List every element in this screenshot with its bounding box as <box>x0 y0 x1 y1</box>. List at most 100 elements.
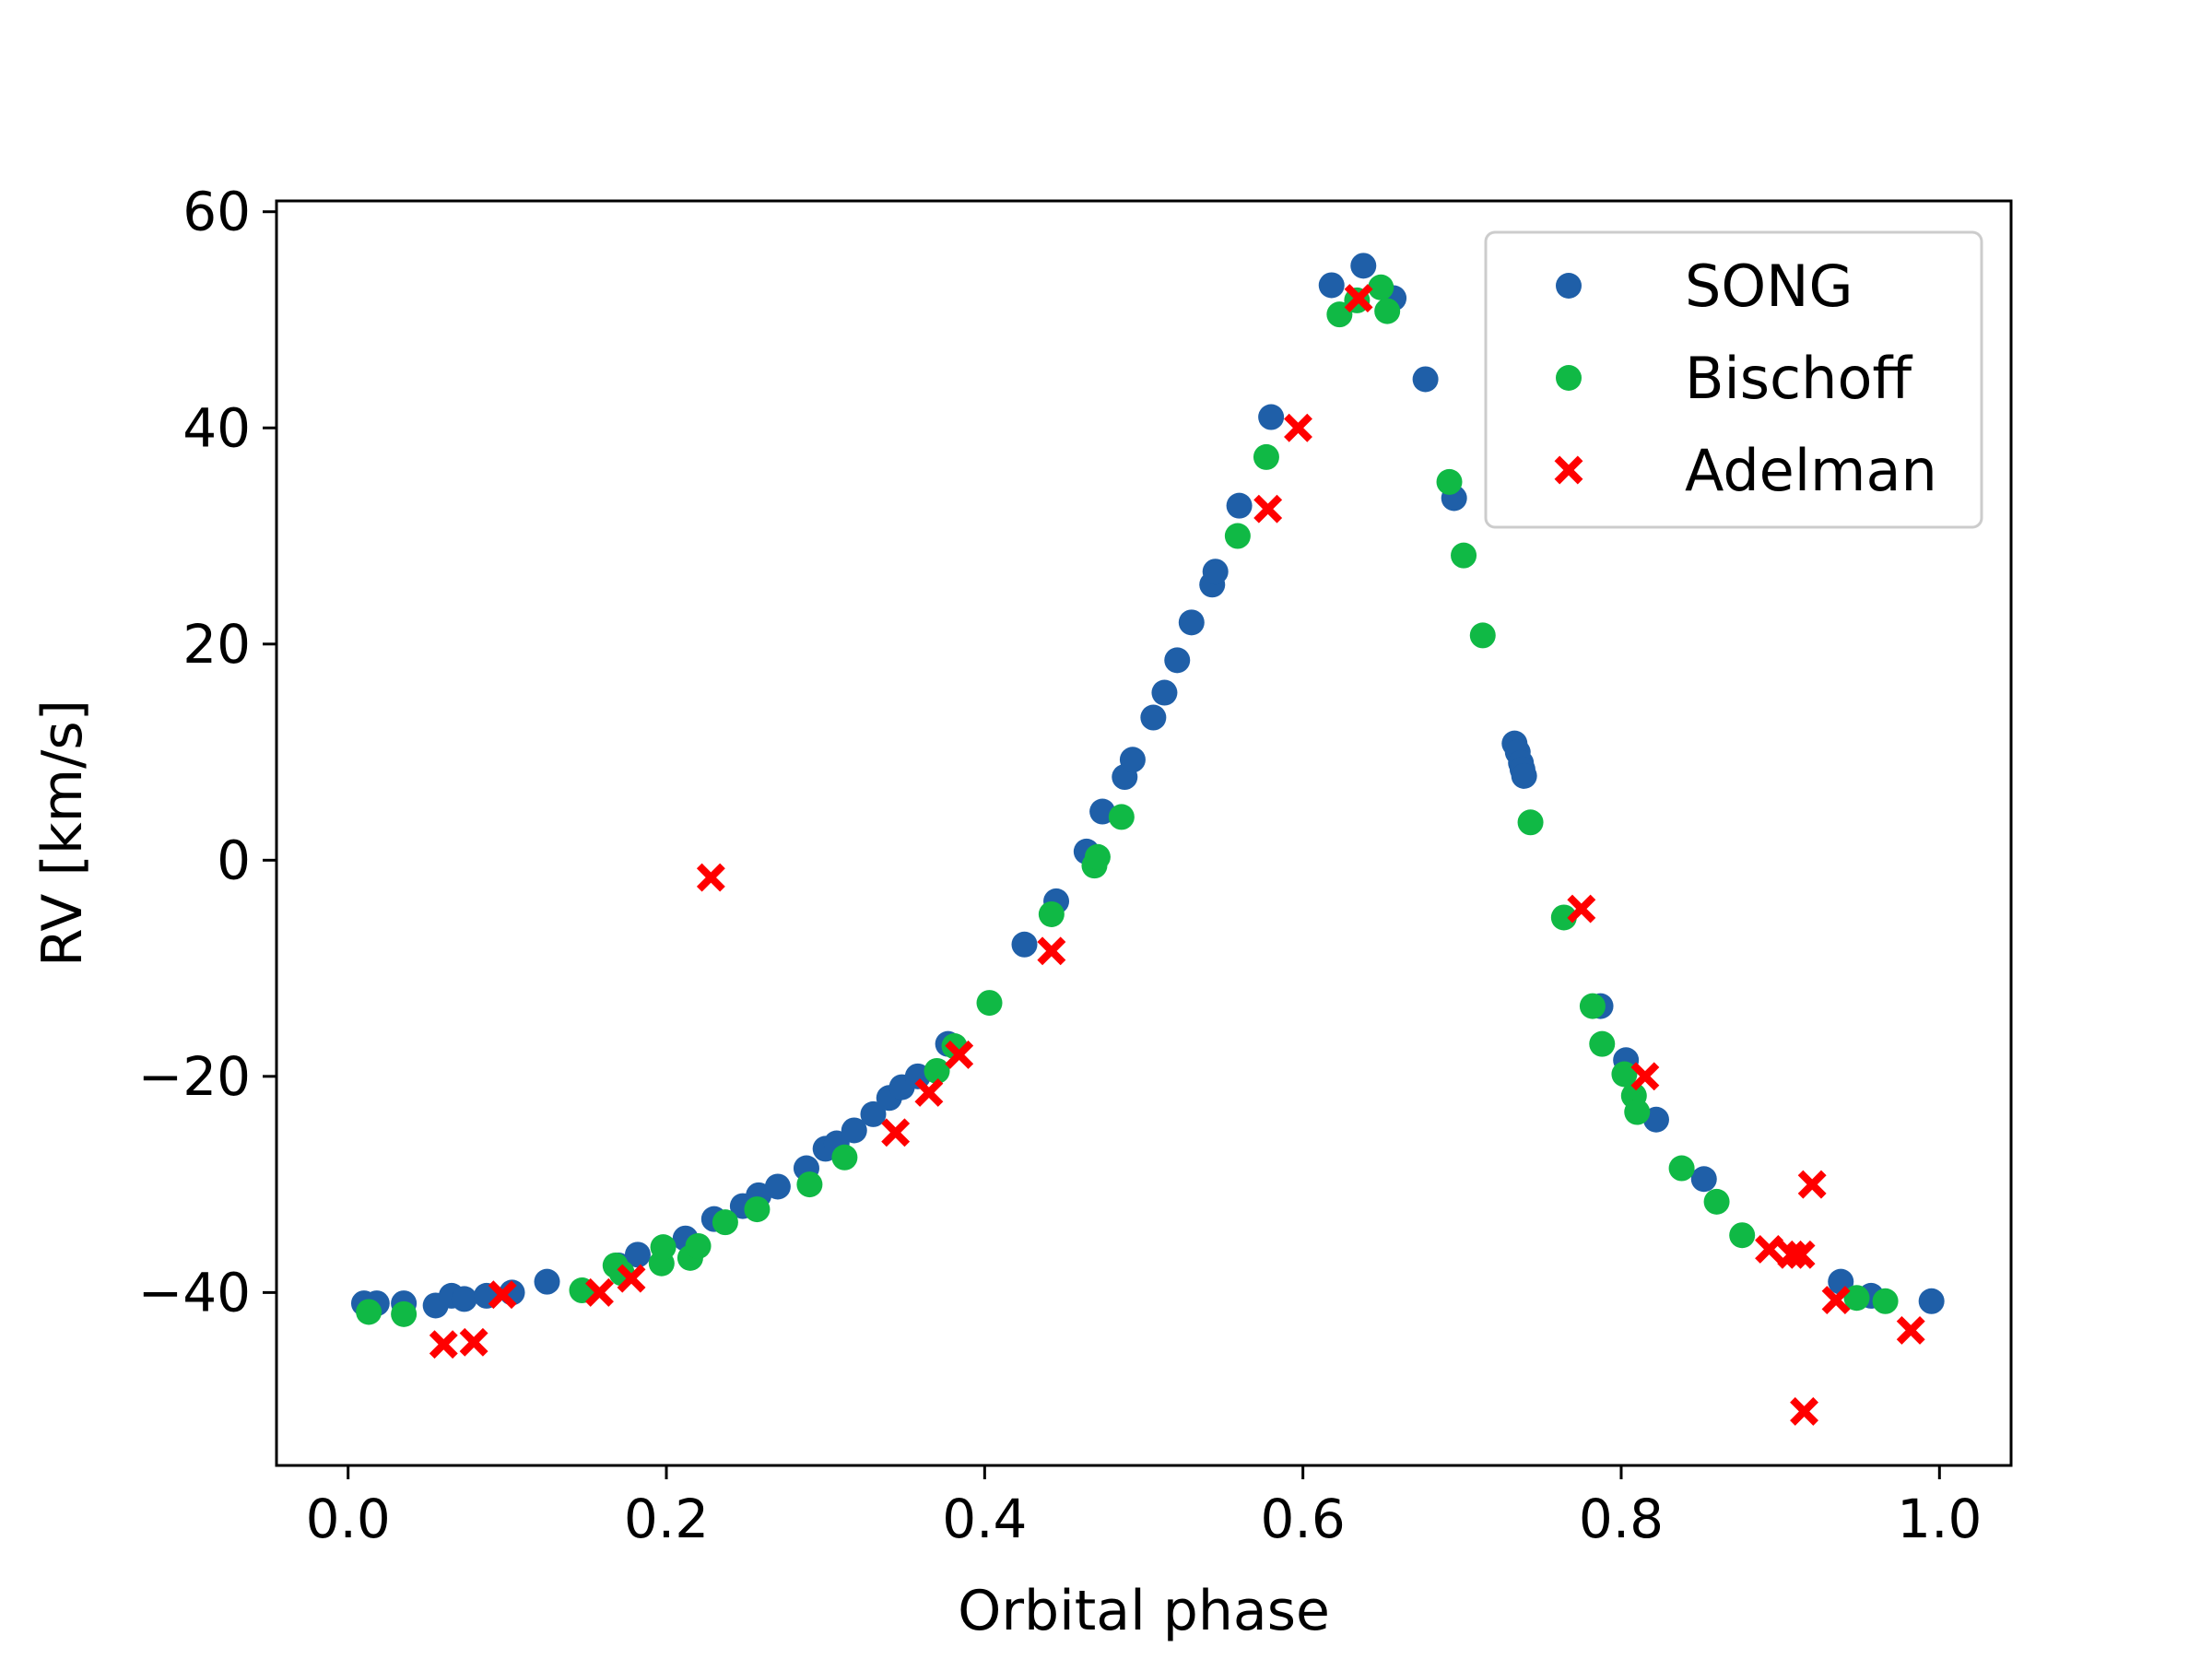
bischoff-point <box>1038 900 1065 927</box>
adelman-point <box>1630 1062 1660 1091</box>
bischoff-point <box>1589 1030 1616 1057</box>
song-point <box>1258 404 1285 430</box>
bischoff-point <box>391 1300 418 1327</box>
y-axis-label: RV [km/s] <box>30 700 95 967</box>
bischoff-point <box>356 1299 382 1325</box>
bischoff-point <box>1436 468 1463 495</box>
bischoff-point <box>1729 1222 1756 1249</box>
song-point <box>1140 704 1167 731</box>
adelman-point <box>1253 494 1283 524</box>
adelman-point <box>585 1277 614 1307</box>
y-tick-label: 40 <box>182 396 251 459</box>
adelman-point <box>1755 1235 1784 1264</box>
song-point <box>1178 609 1205 636</box>
song-point <box>764 1173 791 1200</box>
bischoff-point <box>1550 904 1577 931</box>
bischoff-point <box>650 1234 677 1261</box>
song-point <box>1350 253 1377 279</box>
bischoff-point <box>1611 1061 1638 1088</box>
bischoff-point <box>1668 1155 1695 1182</box>
axes-frame <box>275 199 2013 1467</box>
bischoff-point <box>744 1196 771 1223</box>
adelman-point <box>1896 1315 1925 1345</box>
legend-marker-adelman <box>1554 455 1583 485</box>
song-point <box>1690 1166 1717 1193</box>
legend: SONG Bischoff Adelman <box>1484 230 1983 529</box>
x-tick-label: 0.8 <box>1579 1488 1664 1550</box>
adelman-point <box>914 1077 944 1107</box>
adelman-point <box>1344 284 1373 312</box>
y-tick-label: −40 <box>138 1261 251 1324</box>
x-axis-label: Orbital phase <box>958 1579 1330 1643</box>
song-point <box>860 1100 887 1127</box>
adelman-point <box>696 863 725 892</box>
adelman-point <box>488 1280 517 1310</box>
song-point <box>624 1241 651 1268</box>
legend-marker-song <box>1556 273 1582 299</box>
data-points <box>350 253 1945 1426</box>
adelman-point <box>1284 413 1312 442</box>
adelman-point <box>1790 1396 1818 1426</box>
bischoff-point <box>976 990 1003 1017</box>
bischoff-point <box>1843 1285 1870 1312</box>
bischoff-point <box>796 1171 823 1198</box>
legend-label-bischoff: Bischoff <box>1685 345 1912 412</box>
adelman-point <box>429 1330 458 1359</box>
bischoff-point <box>1451 542 1477 569</box>
legend-marker-bischoff <box>1556 365 1582 391</box>
legend-frame <box>1484 230 1983 529</box>
adelman-point <box>459 1327 488 1357</box>
song-point <box>1151 679 1178 706</box>
adelman-point <box>881 1118 911 1147</box>
y-tick-label: 0 <box>217 829 251 891</box>
song-point <box>1918 1288 1945 1314</box>
song-point <box>1011 931 1038 958</box>
bischoff-point <box>831 1144 858 1171</box>
bischoff-point <box>924 1057 950 1084</box>
adelman-point <box>1821 1286 1851 1315</box>
bischoff-point <box>685 1232 712 1259</box>
song-point <box>1164 647 1191 674</box>
x-tick-label: 0.0 <box>306 1488 391 1550</box>
song-point <box>1119 747 1146 773</box>
song-point <box>1511 762 1537 789</box>
song-point <box>451 1286 477 1312</box>
adelman-point <box>945 1040 974 1069</box>
y-axis-ticks: −40 −20 0 20 40 60 <box>138 181 276 1324</box>
adelman-point <box>1037 936 1066 966</box>
bischoff-point <box>1579 993 1606 1019</box>
y-tick-label: 60 <box>182 181 251 243</box>
adelman-point <box>1786 1240 1816 1269</box>
bischoff-point <box>1703 1188 1730 1215</box>
bischoff-point <box>1872 1288 1899 1314</box>
bischoff-point <box>712 1209 738 1236</box>
y-tick-label: 20 <box>182 613 251 676</box>
bischoff-point <box>1084 843 1111 870</box>
song-point <box>1202 559 1229 585</box>
song-point <box>841 1117 867 1144</box>
legend-label-song: SONG <box>1685 253 1853 320</box>
bischoff-point <box>1374 298 1401 324</box>
legend-label-adelman: Adelman <box>1685 437 1937 504</box>
song-point <box>1318 272 1345 299</box>
x-tick-label: 0.2 <box>624 1488 709 1550</box>
x-axis-ticks: 0.0 0.2 0.4 0.6 0.8 1.0 <box>306 1465 1982 1550</box>
bischoff-point <box>1469 622 1496 649</box>
bischoff-point <box>1108 804 1135 830</box>
song-point <box>1412 366 1439 393</box>
x-tick-label: 0.4 <box>942 1488 1027 1550</box>
song-point <box>534 1268 560 1295</box>
bischoff-point <box>1224 523 1251 549</box>
x-tick-label: 0.6 <box>1261 1488 1346 1550</box>
y-tick-label: −20 <box>138 1045 251 1108</box>
adelman-point <box>1797 1170 1827 1199</box>
adelman-point <box>617 1264 646 1293</box>
x-tick-label: 1.0 <box>1897 1488 1982 1550</box>
adelman-point <box>1567 894 1596 924</box>
bischoff-point <box>1517 809 1544 836</box>
bischoff-point <box>1253 443 1279 470</box>
bischoff-point <box>1368 274 1394 300</box>
bischoff-point <box>1624 1099 1651 1125</box>
song-point <box>1226 492 1253 519</box>
